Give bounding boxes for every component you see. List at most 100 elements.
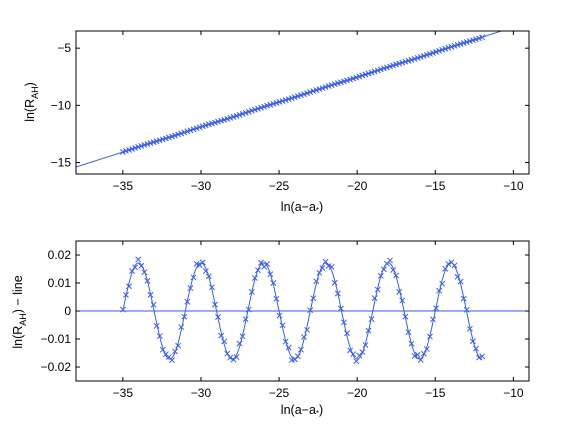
bottom-data-point-stroke-b	[141, 269, 148, 276]
bottom-data-point	[218, 332, 225, 339]
bottom-data-point	[362, 342, 369, 348]
bottom-data-point	[304, 326, 311, 333]
bottom-data-point-stroke-b	[172, 348, 179, 355]
bottom-data-point-stroke-b	[420, 350, 427, 357]
bottom-data-point-stroke-b	[178, 324, 185, 330]
bottom-data-point	[273, 295, 280, 302]
bottom-data-point-stroke-b	[255, 267, 261, 274]
top-x-tick-label: −20	[347, 179, 368, 193]
bottom-data-point	[310, 295, 317, 302]
bottom-data-point	[301, 334, 307, 340]
bottom-data-point	[454, 273, 461, 280]
bottom-data-point-stroke-b	[165, 354, 172, 361]
bottom-data-point	[150, 301, 157, 308]
top-x-tick-label: −10	[503, 179, 524, 193]
bottom-data-point	[387, 257, 393, 264]
bottom-y-tick-label: 0	[64, 304, 71, 318]
bottom-data-point-stroke-b	[359, 349, 366, 356]
bottom-data-point-stroke-b	[276, 312, 283, 319]
bottom-data-point-stroke-b	[377, 272, 384, 279]
bottom-data-point-stroke-b	[221, 338, 228, 345]
bottom-data-point-stroke-b	[439, 280, 446, 287]
bottom-y-tick-label: 0.01	[48, 276, 72, 290]
bottom-data-point	[368, 316, 375, 323]
bottom-data-point-stroke-b	[399, 297, 406, 304]
top-data-point-stroke-b	[479, 34, 486, 41]
bottom-fit-curve	[122, 262, 483, 360]
bottom-data-point	[126, 283, 132, 290]
bottom-data-point	[436, 287, 443, 294]
bottom-data-point-stroke-b	[224, 350, 231, 357]
bottom-data-point	[190, 274, 197, 281]
bottom-data-point-stroke-b	[426, 333, 433, 340]
bottom-data-point-stroke-b	[242, 316, 249, 323]
bottom-data-point	[135, 256, 142, 263]
bottom-data-point-stroke-b	[316, 269, 323, 276]
bottom-data-point	[377, 272, 384, 279]
bottom-data-point-stroke-b	[279, 322, 286, 329]
bottom-data-point	[199, 259, 206, 266]
bottom-data-point-stroke-b	[451, 262, 458, 269]
bottom-data-point	[193, 260, 200, 267]
bottom-data-point	[221, 338, 228, 345]
bottom-data-point	[466, 325, 473, 332]
bottom-data-point-stroke-b	[473, 345, 479, 352]
bottom-data-point	[328, 263, 335, 270]
bottom-data-point	[251, 275, 258, 282]
bottom-panel: −35 −30 −25 −20 −15 −10 −0.02 −0.01 0 0.01 0.02 ln…	[11, 240, 530, 418]
bottom-data-point-stroke-b	[460, 295, 467, 302]
bottom-data-point	[423, 346, 430, 353]
bottom-data-point	[215, 314, 222, 320]
bottom-data-point	[420, 350, 427, 357]
top-y-tick-label: −15	[51, 156, 72, 170]
bottom-data-point-stroke-b	[301, 334, 307, 340]
bottom-data-point	[390, 267, 397, 273]
bottom-data-point	[445, 260, 452, 267]
bottom-data-point	[153, 322, 160, 329]
bottom-data-point-stroke-b	[347, 347, 354, 354]
bottom-data-point	[245, 306, 252, 313]
bottom-data-point	[144, 277, 151, 284]
bottom-data-point	[411, 353, 418, 360]
bottom-data-point-stroke-b	[205, 273, 212, 280]
top-y-axis-label: ln(RAH)	[23, 82, 40, 122]
bottom-data-point	[460, 295, 467, 302]
bottom-data-point-stroke-b	[181, 313, 188, 320]
bottom-x-tick-label: −25	[269, 386, 290, 400]
bottom-data-point-stroke-b	[423, 346, 430, 353]
bottom-y-tick-label: −0.02	[41, 360, 72, 374]
bottom-data-point-stroke-b	[175, 342, 182, 349]
bottom-data-point	[322, 258, 329, 265]
bottom-data-point-stroke-b	[350, 351, 357, 358]
bottom-data-point-stroke-b	[147, 291, 154, 298]
bottom-data-point	[350, 351, 357, 358]
bottom-data-point	[457, 278, 464, 285]
bottom-data-point-stroke-b	[405, 329, 412, 336]
bottom-data-point-stroke-b	[353, 358, 360, 365]
bottom-data-point-stroke-b	[374, 286, 381, 293]
bottom-data-point	[353, 358, 360, 365]
bottom-data-point-stroke-b	[322, 258, 329, 265]
bottom-data-point	[138, 262, 145, 269]
bottom-data-point	[132, 264, 139, 271]
bottom-data-point-stroke-b	[294, 353, 301, 360]
bottom-data-point-stroke-b	[319, 265, 326, 272]
bottom-axes-frame	[75, 240, 530, 382]
bottom-data-point	[374, 286, 381, 293]
bottom-data-point-stroke-b	[445, 260, 452, 267]
bottom-data-point-stroke-b	[479, 353, 486, 360]
bottom-data-point-stroke-b	[396, 288, 403, 295]
bottom-data-point-stroke-b	[325, 263, 332, 270]
bottom-x-tick-label: −20	[347, 386, 368, 400]
bottom-data-point-stroke-b	[310, 295, 317, 302]
bottom-data-point-stroke-b	[273, 295, 280, 302]
bottom-data-point-stroke-b	[304, 326, 311, 333]
bottom-data-point-stroke-b	[270, 279, 277, 286]
bottom-data-point	[319, 265, 326, 272]
bottom-data-point-stroke-b	[135, 256, 142, 263]
bottom-data-point-stroke-b	[169, 357, 175, 364]
bottom-data-point-stroke-b	[190, 274, 197, 281]
bottom-data-point-stroke-b	[264, 261, 271, 268]
bottom-data-point-stroke-b	[457, 278, 464, 285]
